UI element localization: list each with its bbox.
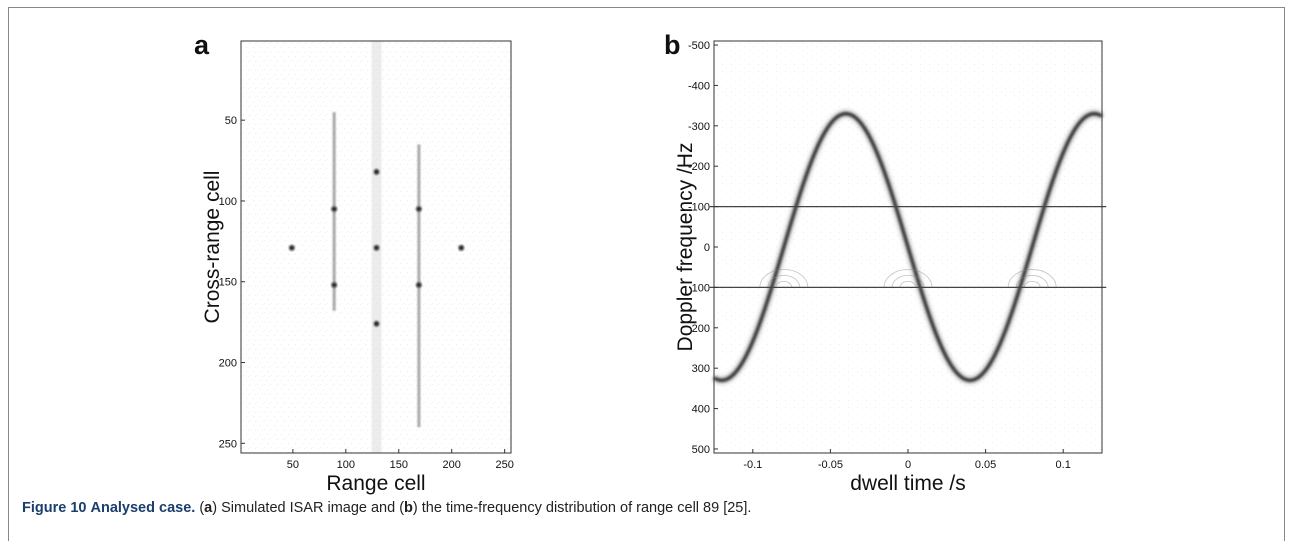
panel-b-y-ticks: -500 -400 -300 -200 -100 0 100 200 300 400 500 <box>688 40 718 456</box>
panel-a-plot: 50 100 150 200 250 50 100 150 200 250 <box>219 40 514 471</box>
caption-letter-a: a <box>204 500 213 516</box>
panel-b-y-tick-label-5: 0 <box>704 242 710 254</box>
panel-a-x-tick-label-4: 250 <box>495 459 513 471</box>
panel-b-x-tick-label-4: 0.1 <box>1056 459 1071 471</box>
panel-a-y-tick-label-4: 250 <box>219 438 237 450</box>
panel-b-y-tick-label-7: 200 <box>692 323 710 335</box>
panel-b-y-axis-label: Doppler frequency /Hz <box>674 143 697 352</box>
panel-a-point-0 <box>288 244 296 252</box>
panel-a-y-tick-label-1: 100 <box>219 196 237 208</box>
panel-a-letter: a <box>194 30 210 60</box>
panel-a-scatter-points <box>288 168 465 327</box>
panel-b-series-0 <box>712 110 1104 384</box>
panel-a-y-tick-label-0: 50 <box>225 115 237 127</box>
caption-figure-title: Analysed case. <box>90 500 196 516</box>
panel-b-plot: -0.1 -0.05 0 0.05 0.1 -500 -400 -300 -200 -100 0 1… <box>688 40 1107 471</box>
panel-b-y-tick-label-4: -100 <box>688 202 710 214</box>
panel-b-y-tick-label-6: 100 <box>692 282 710 294</box>
panel-a-point-7 <box>415 281 423 289</box>
panel-b-x-tick-label-2: 0 <box>905 459 911 471</box>
panel-a-axes-box <box>240 40 512 454</box>
panel-a-point-8 <box>458 244 465 252</box>
panel-a-x-tick-label-1: 100 <box>337 459 355 471</box>
panel-b-letter: b <box>664 30 681 60</box>
panel-b-y-tick-label-0: -500 <box>688 40 710 52</box>
panel-a-point-2 <box>330 281 338 289</box>
panel-a-x-ticks: 50 100 150 200 250 <box>287 449 514 471</box>
panel-a-x-tick-label-3: 200 <box>443 459 461 471</box>
panel-b-y-tick-label-2: -300 <box>688 121 710 133</box>
panel-a-point-4 <box>373 244 380 252</box>
caption-text-b: ) the time-frequency distribution of ran… <box>412 500 752 516</box>
panel-b-y-tick-label-10: 500 <box>692 444 710 456</box>
panel-a-point-6 <box>415 205 423 213</box>
caption-figure-number: Figure 10 <box>22 500 87 516</box>
panel-a-x-tick-label-2: 150 <box>390 459 408 471</box>
panel-a-y-tick-label-2: 150 <box>219 277 237 289</box>
caption-letter-b: b <box>404 500 413 516</box>
panel-b-x-tick-label-1: -0.05 <box>818 459 843 471</box>
panel-b-x-tick-label-0: -0.1 <box>743 459 762 471</box>
caption-text-a: ) Simulated ISAR image and ( <box>212 500 405 516</box>
caption-open-a: ( <box>195 500 205 516</box>
panel-b-y-tick-label-1: -400 <box>688 80 710 92</box>
panel-a-y-ticks: 50 100 150 200 250 <box>219 115 245 450</box>
panel-a-x-tick-label-0: 50 <box>287 459 299 471</box>
panel-b-y-tick-label-3: -200 <box>688 161 710 173</box>
figure-caption: Figure 10 Analysed case. (a) Simulated I… <box>22 498 1272 518</box>
figure-frame <box>8 7 1285 541</box>
panel-b-y-tick-label-8: 300 <box>692 363 710 375</box>
panel-a-point-3 <box>373 168 380 176</box>
panel-a-point-1 <box>330 205 338 213</box>
panel-a-x-axis-label: Range cell <box>326 472 425 495</box>
panel-b-x-axis-label: dwell time /s <box>850 472 966 495</box>
panel-a-point-5 <box>373 320 380 327</box>
panel-b-x-tick-label-3: 0.05 <box>975 459 996 471</box>
panel-a-y-axis-label: Cross-range cell <box>201 171 224 324</box>
panel-a-y-tick-label-3: 200 <box>219 358 237 370</box>
panel-b-x-ticks: -0.1 -0.05 0 0.05 0.1 <box>743 449 1071 471</box>
panel-b-series <box>709 110 1107 384</box>
panel-b-y-tick-label-9: 400 <box>692 404 710 416</box>
